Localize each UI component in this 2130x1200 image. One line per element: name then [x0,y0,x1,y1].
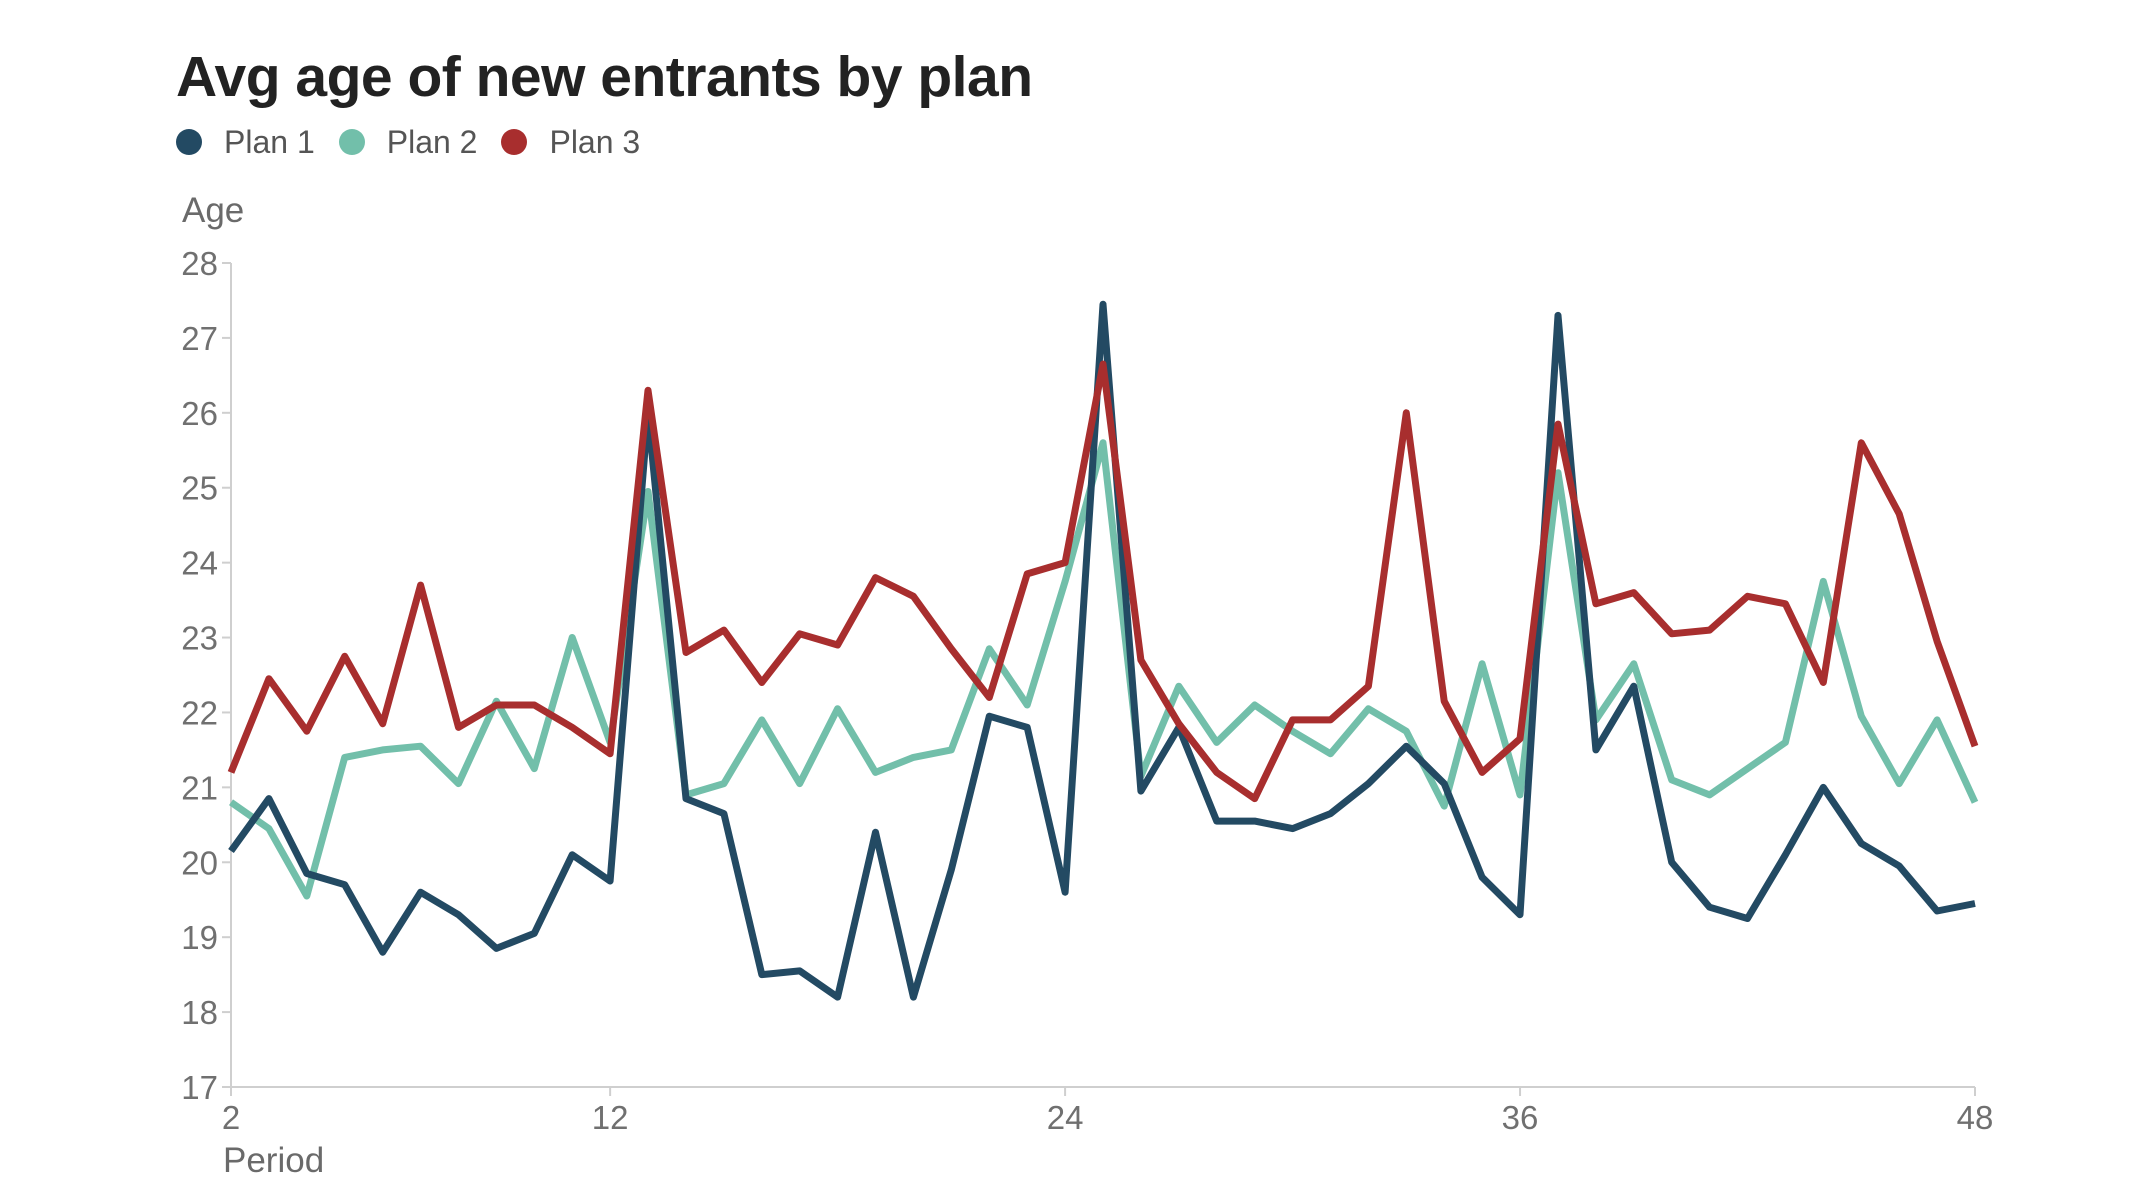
axes: 17 18 19 20 21 22 23 24 25 26 27 28 2 12 24 36 48 [181,245,1993,1136]
y-tick-label: 20 [181,844,218,881]
y-tick-label: 18 [181,994,218,1031]
legend-item-plan-3: Plan 3 [501,124,640,161]
y-tick-label: 21 [181,769,218,806]
y-tick-label: 17 [181,1069,218,1106]
legend-label-plan-3: Plan 3 [549,123,641,160]
x-tick-label: 12 [592,1099,629,1136]
x-tick-label: 24 [1047,1099,1084,1136]
legend: Plan 1 Plan 2 Plan 3 [176,122,664,162]
chart-title: Avg age of new entrants by plan [176,45,1033,109]
series-line-plan-3 [227,360,1979,803]
x-axis-title: Period [223,1141,324,1180]
legend-swatch-plan-2 [338,129,365,155]
x-tick-label: 36 [1502,1099,1539,1136]
y-axis-title: Age [182,191,244,230]
series-line-plan-1 [228,300,1976,1001]
y-tick-label: 24 [181,545,218,582]
x-tick-label: 2 [222,1099,240,1136]
y-tick-label: 26 [181,395,218,432]
y-tick-label: 27 [181,320,218,357]
y-tick-label: 22 [181,694,218,731]
legend-item-plan-2: Plan 2 [338,123,478,161]
y-tick-label: 19 [181,919,218,956]
legend-item-plan-1: Plan 1 [176,124,315,161]
series-lines [227,300,1979,1001]
series-line-plan-2 [229,439,1979,900]
y-tick-label: 28 [181,245,218,282]
x-tick-label: 48 [1957,1099,1994,1136]
legend-swatch-plan-3 [501,129,528,155]
legend-label-plan-1: Plan 1 [224,123,315,160]
y-tick-label: 25 [181,470,218,507]
y-tick-label: 23 [181,620,218,657]
legend-label-plan-2: Plan 2 [386,123,478,160]
legend-swatch-plan-1 [176,129,202,155]
